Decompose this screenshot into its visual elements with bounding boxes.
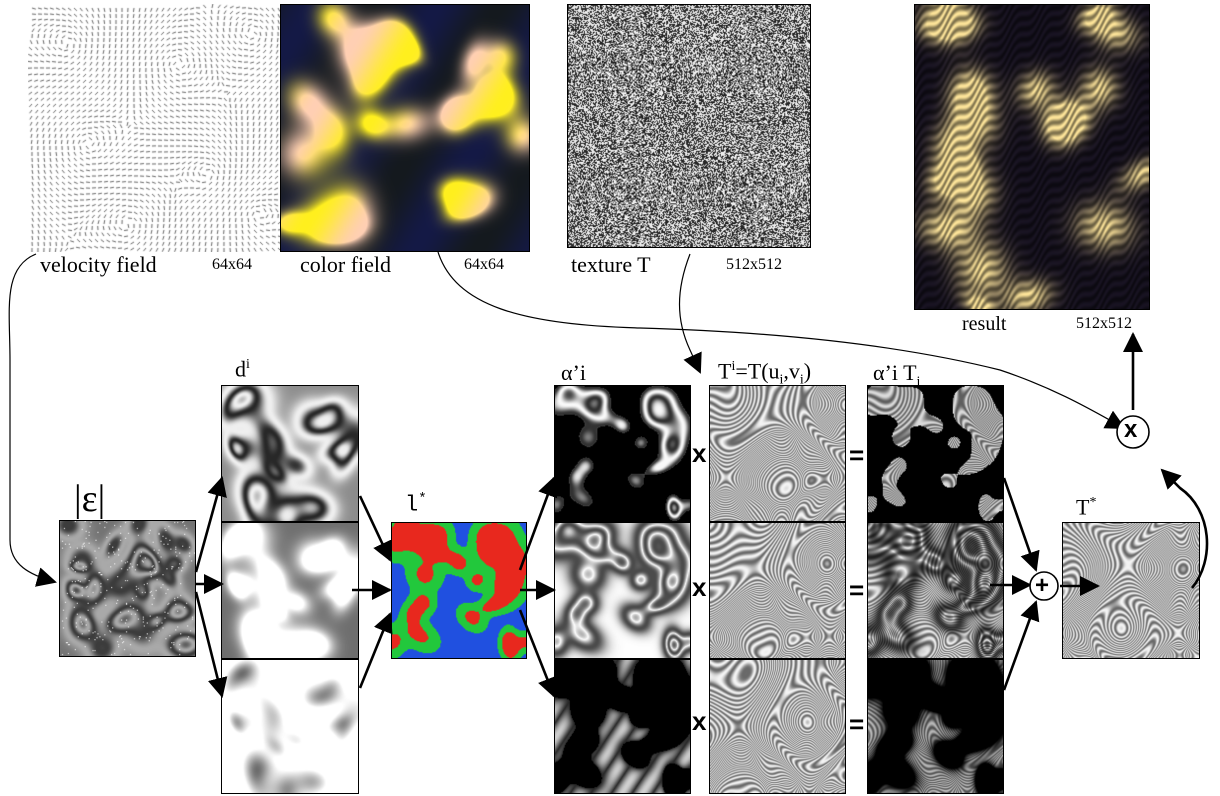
equals-sign-2: = <box>849 575 865 605</box>
alpha-t-image-1 <box>867 385 1004 522</box>
ti-label-close: ) <box>803 358 812 384</box>
alpha-image-3 <box>554 659 691 794</box>
result-size: 512x512 <box>1076 315 1132 332</box>
alpha-t-image-2 <box>867 522 1004 659</box>
equals-sign-3: = <box>849 709 865 739</box>
d-label-base: d <box>235 356 246 382</box>
arrow-d1-to-level <box>358 495 392 562</box>
velocity-field-label: velocity field <box>40 252 157 277</box>
t-star-label: T* <box>1076 496 1096 518</box>
d-image-1 <box>221 385 359 522</box>
level-label: l* <box>405 492 427 516</box>
result-label: result <box>962 313 1007 335</box>
alpha-t-label-base: α’i T <box>873 360 917 385</box>
ti-label-base: T <box>718 358 732 384</box>
level-map-image <box>391 522 527 659</box>
d-image-2 <box>221 522 359 659</box>
alpha-label: α’i <box>561 360 586 385</box>
alpha-t-label-sub: i <box>916 374 921 390</box>
epsilon-image <box>59 520 196 657</box>
ti-image-2 <box>709 522 846 659</box>
color-field-size: 64x64 <box>464 256 504 273</box>
t-star-label-sup: * <box>1089 495 1097 510</box>
multiply-sign-1: x <box>692 438 707 468</box>
ti-label: Ti=T(ui,vi) <box>718 360 811 388</box>
t-star-image <box>1062 522 1200 659</box>
d-label-sup: i <box>246 357 250 372</box>
arrow-texture-to-ti <box>678 253 702 374</box>
level-label-base: l <box>405 492 419 518</box>
ti-label-eq: =T(u <box>735 358 780 384</box>
texture-t-label: texture T <box>571 252 651 277</box>
alpha-image-1 <box>554 385 691 522</box>
plus-node-symbol: + <box>1035 572 1050 599</box>
ti-image-1 <box>709 385 846 522</box>
alpha-t-label: α’i Ti <box>873 362 920 389</box>
texture-t-image <box>567 4 811 248</box>
d-image-3 <box>221 659 359 794</box>
alpha-image-2 <box>554 522 691 659</box>
arrow-epsilon-to-d3 <box>194 591 228 698</box>
d-label: di <box>235 358 250 380</box>
multiply-node-symbol: x <box>1124 416 1138 443</box>
texture-t-size: 512x512 <box>726 256 782 273</box>
multiply-sign-2: x <box>692 572 707 602</box>
arrow-d3-to-level <box>358 612 393 689</box>
arrow-alphat1-to-plus <box>1002 477 1040 572</box>
velocity-field-size: 64x64 <box>212 256 252 273</box>
arrow-velocity-to-epsilon <box>8 253 57 587</box>
equals-sign-1: = <box>849 440 865 470</box>
epsilon-label: |ε| <box>74 478 106 520</box>
ti-image-3 <box>709 659 846 794</box>
t-star-label-base: T <box>1076 494 1090 520</box>
multiply-sign-3: x <box>692 706 707 736</box>
color-field-image <box>280 4 530 252</box>
arrow-alphat3-to-plus <box>1002 600 1040 691</box>
color-field-label: color field <box>300 252 392 277</box>
level-label-sup: * <box>418 491 427 507</box>
velocity-field-image <box>28 4 280 252</box>
arrow-epsilon-to-d1 <box>194 476 227 573</box>
alpha-t-image-3 <box>867 659 1004 794</box>
result-image <box>914 4 1150 310</box>
ti-label-comma: ,v <box>783 358 800 384</box>
